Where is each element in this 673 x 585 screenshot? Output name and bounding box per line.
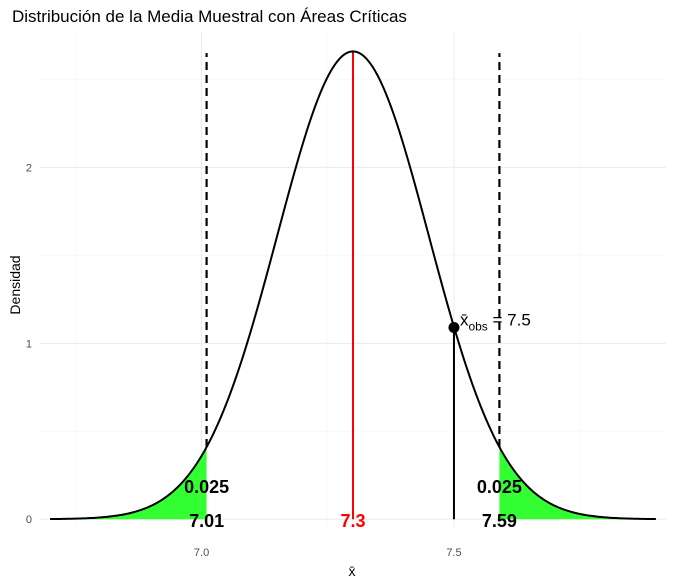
density-curve-group [50, 50, 656, 521]
annotations: 0.025 7.01 0.025 7.59 7.3 x̄obs = 7.5 [184, 310, 531, 531]
chart-title: Distribución de la Media Muestral con Ár… [12, 7, 407, 26]
x-axis-title: x̄ [349, 563, 356, 579]
tail-area-label-0: 0.025 [184, 477, 229, 497]
critical-value-label-0: 7.01 [189, 511, 224, 531]
critical-area-left [50, 447, 207, 520]
x-tick-label-0: 7.0 [194, 547, 209, 559]
y-tick-label-0: 0 [26, 514, 32, 526]
y-axis-title: Densidad [7, 255, 23, 314]
critical-areas [50, 447, 656, 520]
critical-value-label-1: 7.59 [482, 511, 517, 531]
observed-point [448, 321, 460, 333]
observed-label: x̄obs = 7.5 [460, 310, 531, 333]
y-tick-label-2: 2 [26, 162, 32, 174]
tail-area-label-1: 0.025 [477, 477, 522, 497]
x-tick-label-1: 7.5 [446, 547, 461, 559]
critical-area-right [499, 447, 656, 520]
reference-lines [205, 51, 501, 520]
y-tick-label-1: 1 [26, 338, 32, 350]
density-curve [50, 50, 656, 521]
axis-ticks: 7.0 7.5 0 1 2 [26, 162, 462, 559]
mean-label: 7.3 [340, 511, 365, 531]
